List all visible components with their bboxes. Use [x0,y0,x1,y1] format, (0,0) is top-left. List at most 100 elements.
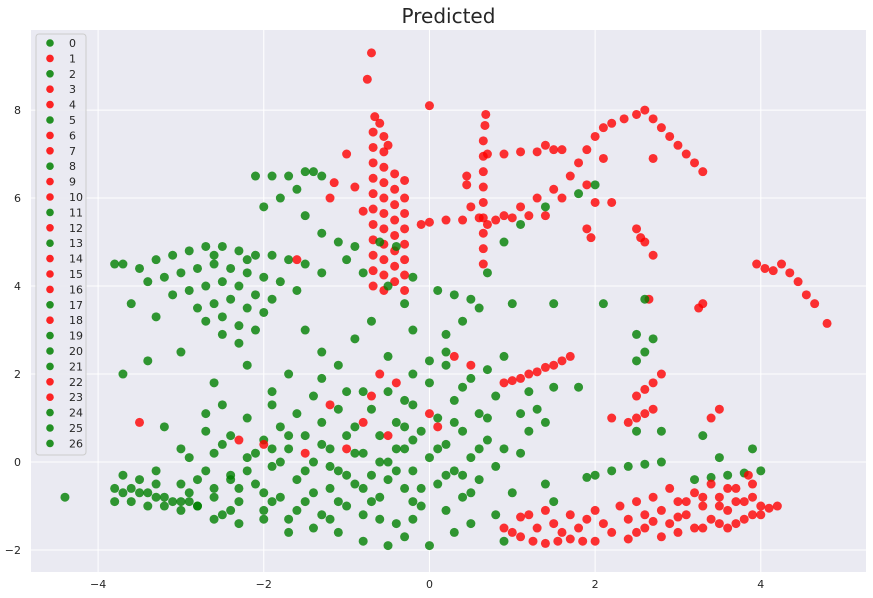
data-point [748,510,758,520]
legend-marker [46,39,54,47]
data-point [60,492,70,502]
data-point [234,497,244,507]
legend-marker [46,285,54,294]
data-point [772,501,782,511]
data-point [383,541,393,551]
series-10 [499,512,600,548]
data-point [375,431,385,441]
data-point [574,189,584,199]
data-point [350,448,360,458]
data-point [159,501,169,511]
legend-marker [46,54,54,63]
series-26 [209,382,468,498]
x-tick-label: 4 [757,578,764,591]
data-point [743,470,753,480]
data-point [226,475,236,485]
data-point [499,444,509,454]
data-point [375,492,385,502]
data-point [325,514,335,524]
data-point [201,409,211,419]
legend-label: 10 [69,191,83,204]
data-point [582,224,592,234]
data-point [275,422,285,432]
data-point [516,532,526,542]
data-point [358,448,368,458]
legend-marker [46,193,54,201]
data-point [259,307,269,317]
series-15 [135,48,600,427]
data-point [201,241,211,251]
data-point [441,439,451,449]
data-point [408,369,418,379]
data-point [648,114,658,124]
data-point [462,171,472,181]
data-point [640,294,650,304]
data-point [408,514,418,524]
data-point [516,202,526,212]
data-point [764,503,774,513]
data-point [350,182,360,192]
data-point [607,466,617,476]
data-point [250,290,260,300]
data-point [368,173,378,183]
data-point [234,435,244,445]
data-point [408,497,418,507]
data-point [350,422,360,432]
data-point [383,281,393,291]
data-point [449,395,459,405]
data-point [491,391,501,401]
data-point [176,497,186,507]
data-point [810,299,820,309]
data-point [250,171,260,181]
data-point [598,123,608,133]
data-point [350,241,360,251]
data-point [801,290,811,300]
data-point [478,244,488,254]
data-point [358,268,368,278]
data-point [400,395,410,405]
data-point [333,237,343,247]
legend-label: 8 [69,160,76,173]
data-point [358,417,368,427]
data-point [292,285,302,295]
data-point [598,299,608,309]
legend-marker [46,162,54,170]
data-point [408,435,418,445]
data-point [640,384,650,394]
data-point [632,527,642,537]
y-tick-label: 8 [14,104,21,117]
data-point [458,215,468,225]
data-point [623,417,633,427]
data-point [458,426,468,436]
series-3 [416,109,550,269]
data-point [390,261,400,271]
data-point [433,285,443,295]
data-point [507,527,517,537]
data-point [524,369,534,379]
data-point [478,228,488,238]
data-point [317,510,327,520]
data-point [516,512,526,522]
data-point [793,277,803,287]
series-16 [234,351,476,458]
data-point [400,175,410,185]
data-point [607,527,617,537]
legend-marker [46,100,54,109]
data-point [217,312,227,322]
data-point [491,510,501,520]
data-point [640,237,650,247]
data-point [242,413,252,423]
data-point [267,387,277,397]
data-point [557,145,567,155]
data-point [540,362,550,372]
data-point [126,483,136,493]
data-point [565,171,575,181]
data-point [300,167,310,177]
data-point [640,459,650,469]
data-point [400,224,410,234]
data-point [333,404,343,414]
x-tick-label: −2 [256,578,272,591]
data-point [574,158,584,168]
data-point [424,378,434,388]
data-points [60,48,832,551]
